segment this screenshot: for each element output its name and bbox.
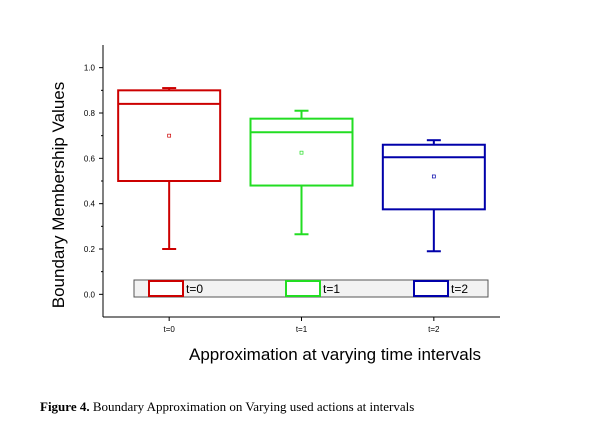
box-t=0 <box>117 87 222 250</box>
box-plot-chart: 0.0 0.2 0.4 0.6 0.8 1.0 t=0 t=1 t=2 t=0 t=1 t=2 B… <box>49 45 500 364</box>
box-t=2 <box>381 139 486 253</box>
y-tick-label: 0.8 <box>84 109 96 118</box>
legend: t=0 t=1 t=2 <box>133 279 489 298</box>
mean-marker <box>167 133 172 138</box>
legend-label: t=1 <box>323 282 340 296</box>
y-tick-label: 0.0 <box>84 290 96 299</box>
box-body <box>249 117 354 187</box>
y-axis-ticks: 0.0 0.2 0.4 0.6 0.8 1.0 <box>84 64 103 299</box>
x-tick-label: t=1 <box>296 325 308 334</box>
mean-marker <box>431 174 436 179</box>
y-tick-label: 0.2 <box>84 245 96 254</box>
legend-swatch <box>148 280 184 297</box>
box-t=1 <box>249 109 354 236</box>
figure-caption-label: Figure 4. <box>40 399 90 414</box>
legend-swatch <box>285 280 321 297</box>
mean-marker <box>299 150 304 155</box>
box-body <box>381 143 486 211</box>
x-tick-label: t=2 <box>428 325 440 334</box>
figure-caption: Figure 4. Boundary Approximation on Vary… <box>40 399 414 415</box>
box-body <box>117 89 222 182</box>
figure-caption-text: Boundary Approximation on Varying used a… <box>89 399 415 414</box>
y-tick-label: 1.0 <box>84 64 96 73</box>
box-series <box>117 87 486 253</box>
legend-label: t=2 <box>451 282 468 296</box>
y-axis-label: Boundary Membership Values <box>49 82 68 308</box>
x-axis-label: Approximation at varying time intervals <box>189 345 481 364</box>
y-tick-label: 0.6 <box>84 154 96 163</box>
y-tick-label: 0.4 <box>84 200 96 209</box>
x-axis-ticks: t=0 t=1 t=2 <box>163 317 440 334</box>
legend-label: t=0 <box>186 282 203 296</box>
x-tick-label: t=0 <box>163 325 175 334</box>
legend-swatch <box>413 280 449 297</box>
